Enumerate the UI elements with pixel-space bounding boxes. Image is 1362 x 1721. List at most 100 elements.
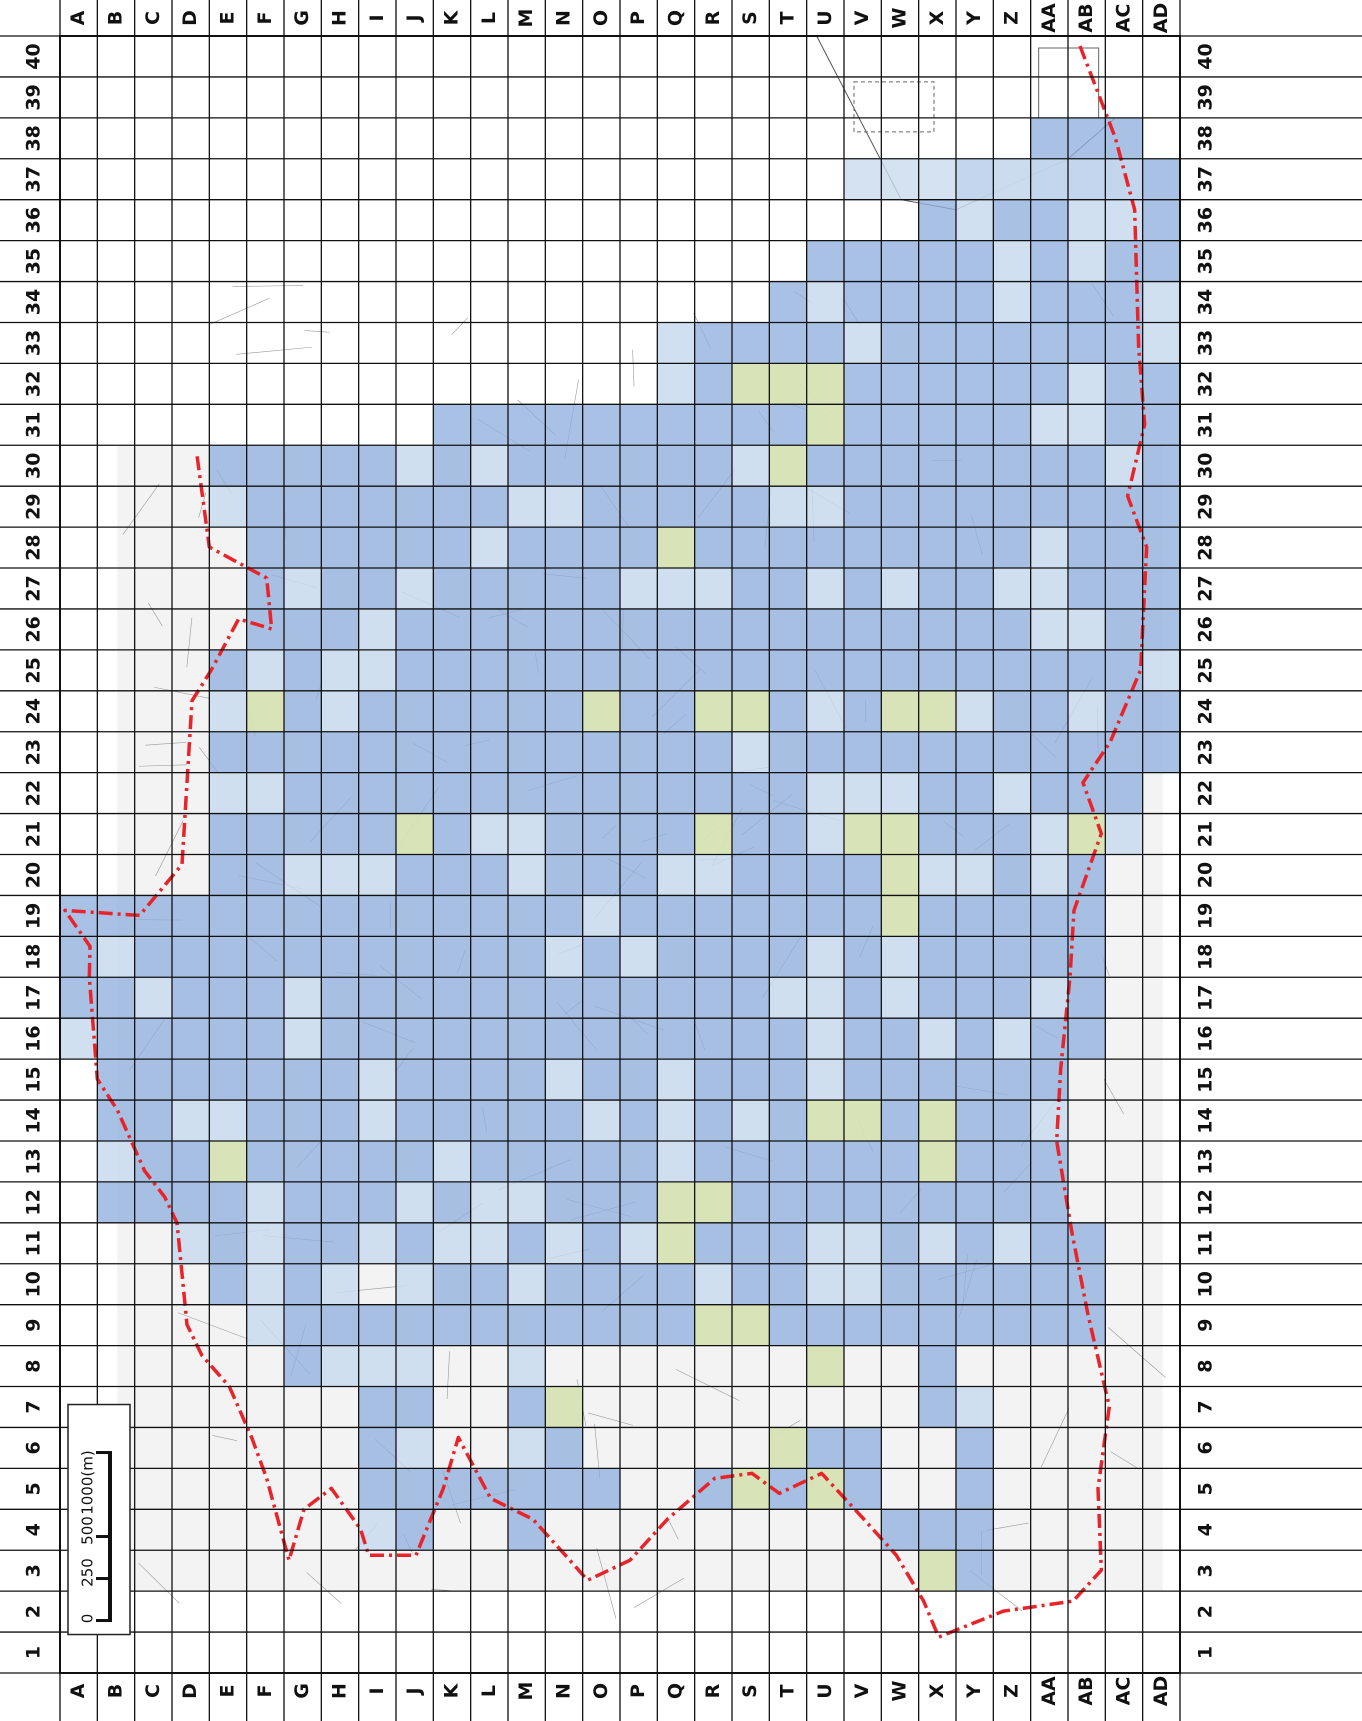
mesh-cell xyxy=(134,1181,172,1223)
row-label-left: 15 xyxy=(23,1066,45,1092)
mesh-cell xyxy=(731,1140,770,1182)
mesh-cell xyxy=(1030,158,1068,200)
column-label-bottom: U xyxy=(814,1683,836,1698)
mesh-cell xyxy=(955,322,994,364)
mesh-cell xyxy=(881,690,919,732)
column-label-bottom: V xyxy=(851,1683,873,1698)
contour-line xyxy=(154,686,210,699)
mesh-cell xyxy=(619,813,658,855)
mesh-cell xyxy=(955,240,994,282)
mesh-cell xyxy=(806,649,844,691)
mesh-cell xyxy=(395,445,434,487)
mesh-cell xyxy=(769,1263,807,1305)
mesh-cell xyxy=(582,936,620,978)
row-label-left: 17 xyxy=(23,985,45,1011)
mesh-cell xyxy=(209,486,247,528)
mesh-cell xyxy=(881,281,919,323)
row-label-right: 2 xyxy=(1194,1605,1216,1618)
mesh-cell xyxy=(209,1222,247,1264)
mesh-cell xyxy=(694,895,732,937)
mesh-cell xyxy=(1030,649,1068,691)
mesh-cell xyxy=(694,568,732,609)
mesh-cell xyxy=(731,1181,770,1223)
mesh-cell xyxy=(806,240,844,282)
mesh-cell xyxy=(470,1222,508,1264)
mesh-cell xyxy=(1030,977,1068,1019)
column-label-top: H xyxy=(328,10,350,26)
mesh-cell xyxy=(545,568,583,609)
mesh-cell xyxy=(246,1018,284,1060)
mesh-cell xyxy=(843,977,882,1019)
mesh-cell xyxy=(246,1181,284,1223)
row-label-right: 34 xyxy=(1194,289,1216,315)
mesh-cell xyxy=(1105,363,1143,405)
mesh-cell xyxy=(806,690,844,732)
row-label-left: 16 xyxy=(23,1025,45,1051)
row-label-right: 37 xyxy=(1194,166,1216,192)
row-label-right: 1 xyxy=(1194,1646,1216,1659)
mesh-cell xyxy=(507,1427,546,1469)
mesh-cell xyxy=(955,1222,994,1264)
mesh-cell xyxy=(134,977,172,1019)
mesh-cell xyxy=(470,568,508,609)
mesh-cell xyxy=(321,445,359,487)
mesh-cell xyxy=(769,1140,807,1182)
contour-line xyxy=(588,1412,634,1426)
mesh-cell xyxy=(731,486,770,528)
row-label-right: 32 xyxy=(1194,371,1216,397)
mesh-cell xyxy=(321,1304,359,1346)
mesh-cell xyxy=(918,772,956,814)
mesh-cell xyxy=(358,1140,396,1182)
mesh-cell xyxy=(881,895,919,937)
mesh-cell xyxy=(881,486,919,528)
column-label-top: E xyxy=(216,12,238,25)
mesh-cell xyxy=(358,1345,396,1387)
mesh-cell xyxy=(246,486,284,528)
mesh-cell xyxy=(507,895,546,937)
mesh-cell xyxy=(507,608,546,650)
row-label-left: 12 xyxy=(23,1189,45,1215)
mesh-cell xyxy=(993,1059,1031,1101)
mesh-cell xyxy=(694,322,732,364)
row-label-right: 11 xyxy=(1194,1230,1216,1256)
mesh-cell xyxy=(918,322,956,364)
mesh-cell xyxy=(470,608,508,650)
mesh-cell xyxy=(283,895,322,937)
mesh-cell xyxy=(582,608,620,650)
contour-line xyxy=(304,330,330,333)
row-label-left: 34 xyxy=(23,289,45,315)
column-label-top: X xyxy=(926,10,948,25)
mesh-cell xyxy=(955,199,994,241)
port-facility xyxy=(1038,47,1100,119)
mesh-cell xyxy=(321,731,359,773)
row-label-right: 9 xyxy=(1194,1319,1216,1332)
mesh-cell xyxy=(955,1386,994,1428)
mesh-cell xyxy=(843,649,882,691)
mesh-cell xyxy=(433,1304,471,1346)
mesh-cell xyxy=(843,1263,882,1305)
row-label-left: 11 xyxy=(23,1230,45,1256)
mesh-cell xyxy=(433,731,471,773)
column-label-bottom: B xyxy=(104,1684,126,1698)
mesh-cell xyxy=(619,568,658,609)
mesh-cell xyxy=(806,363,844,405)
mesh-cell xyxy=(993,1222,1031,1264)
mesh-cell xyxy=(881,854,919,896)
row-label-right: 19 xyxy=(1194,903,1216,929)
mesh-cell xyxy=(395,854,434,896)
mesh-cell xyxy=(657,813,695,855)
row-label-left: 23 xyxy=(23,739,45,765)
mesh-cell xyxy=(993,527,1031,569)
mesh-cell xyxy=(657,527,695,569)
mesh-cell xyxy=(619,690,658,732)
mesh-cell xyxy=(395,690,434,732)
mesh-cell xyxy=(321,1059,359,1101)
mesh-cell xyxy=(507,1304,546,1346)
row-label-left: 25 xyxy=(23,657,45,683)
column-label-bottom: N xyxy=(552,1683,574,1699)
mesh-cell xyxy=(769,281,807,323)
mesh-cell xyxy=(881,772,919,814)
mesh-cell xyxy=(97,1181,135,1223)
mesh-cell xyxy=(507,936,546,978)
